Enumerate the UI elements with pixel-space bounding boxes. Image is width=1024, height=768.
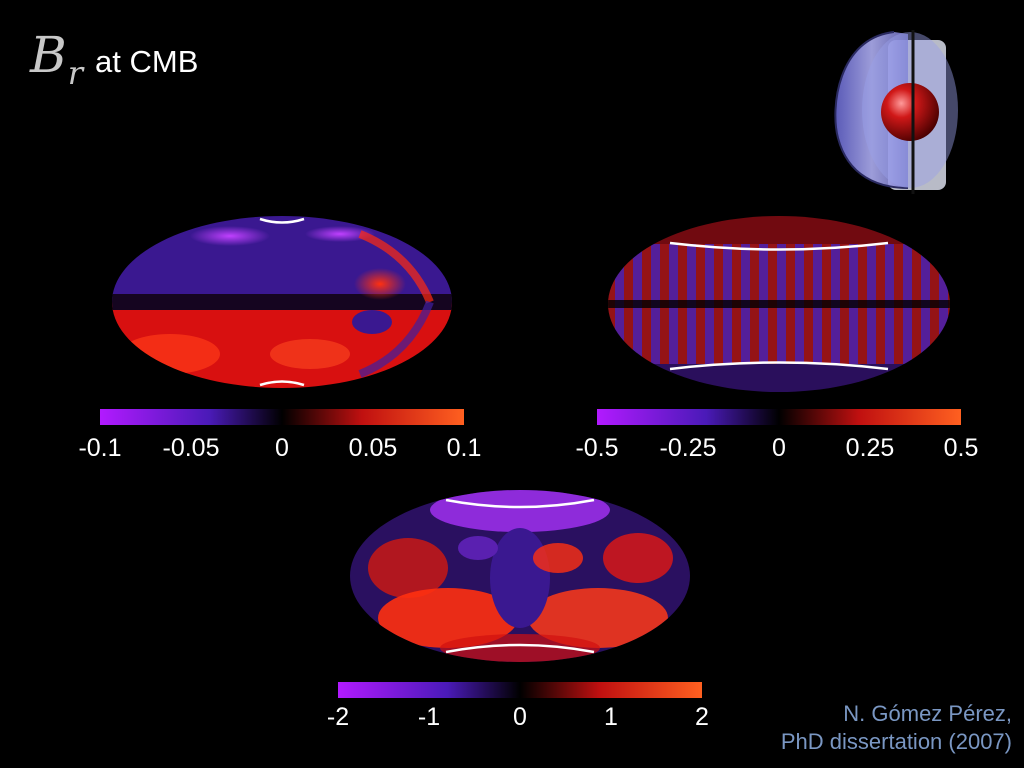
title-subscript: r [67,54,84,92]
credit: N. Gómez Pérez, PhD dissertation (2007) [781,700,1012,756]
tick-label: -0.1 [78,434,122,462]
tick-label: -1 [417,703,441,731]
colorbar-gradient [100,409,464,425]
colorbar-gradient [338,682,702,698]
credit-author: N. Gómez Pérez, [843,701,1012,726]
tick-label: 0 [772,434,786,462]
title-symbol: B [30,26,68,84]
colorbar-ticks-top-left: -0.1 -0.05 0 0.05 0.1 [78,434,481,464]
tick-label: 2 [695,703,709,731]
tick-label: 0.05 [348,434,398,462]
tick-label: 0.1 [446,434,482,462]
tick-label: 0.5 [943,434,979,462]
credit-source: PhD dissertation (2007) [780,729,1012,754]
colorbar-gradient [597,409,961,425]
panel-top-left-map [112,216,452,388]
tick-label: 0 [275,434,289,462]
colorbar-top-right [597,409,961,425]
panel-bottom-map [350,490,690,662]
panel-top-right-map [608,216,950,392]
colorbar-ticks-top-right: -0.5 -0.25 0 0.25 0.5 [575,434,978,464]
title-text: at CMB [95,44,199,79]
tick-label: -0.05 [162,434,220,462]
tick-label: 0.25 [845,434,895,462]
tick-label: 0 [513,703,527,731]
tick-label: 1 [604,703,618,731]
tick-label: -0.5 [575,434,619,462]
colorbar-bottom [338,682,702,698]
colorbar-top-left [100,409,464,425]
tick-label: -2 [326,703,350,731]
tick-label: -0.25 [659,434,717,462]
colorbar-ticks-bottom: -2 -1 0 1 2 [327,703,709,733]
core-shell-logo [834,30,958,194]
slide-title: B r at CMB [30,26,199,92]
